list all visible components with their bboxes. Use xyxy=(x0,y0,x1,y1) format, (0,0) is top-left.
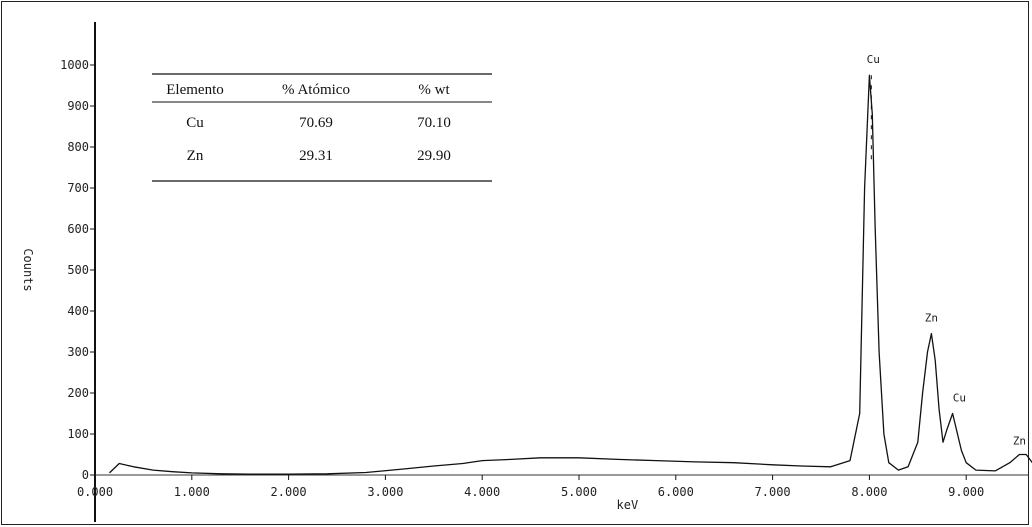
y-tick-label: 900 xyxy=(67,99,89,113)
y-tick-label: 700 xyxy=(67,181,89,195)
y-tick-label: 400 xyxy=(67,304,89,318)
table-cell: 70.10 xyxy=(417,115,451,131)
inset-table: Elemento % Atómico % wt Cu 70.69 70.10 Zn 29.31… xyxy=(152,73,492,182)
table-header: Elemento xyxy=(166,82,223,98)
peak-label: Cu xyxy=(953,391,966,404)
y-tick-label: 200 xyxy=(67,386,89,400)
x-axis-label: keV xyxy=(617,498,639,512)
peak-label: Zn xyxy=(925,311,938,324)
table-cell: 70.69 xyxy=(299,115,333,131)
x-tick-label: 3.000 xyxy=(367,485,403,499)
x-tick-label: 6.000 xyxy=(658,485,694,499)
x-tick-label: 1.000 xyxy=(174,485,210,499)
table-cell: Cu xyxy=(186,115,204,131)
labels-layer: Cu Zn Cu Zn xyxy=(867,53,1026,447)
y-axis-label: Counts xyxy=(21,248,35,291)
peak-label: Cu xyxy=(867,53,880,66)
peak-label: Zn xyxy=(1013,434,1026,447)
y-tick-label: 1000 xyxy=(60,58,89,72)
y-tick-label: 500 xyxy=(67,263,89,277)
table-header: % wt xyxy=(418,82,450,98)
table-cell: 29.31 xyxy=(299,148,333,164)
y-tick-label: 100 xyxy=(67,427,89,441)
series-layer xyxy=(109,74,1032,475)
x-tick-label: 8.000 xyxy=(851,485,887,499)
x-tick-label: 2.000 xyxy=(271,485,307,499)
y-tick-label: 800 xyxy=(67,140,89,154)
axes: 0 100 200 300 400 500 600 700 800 900 1000 0.000 1.0… xyxy=(21,22,1028,522)
x-tick-label: 0.000 xyxy=(77,485,113,499)
y-tick-label: 0 xyxy=(82,468,89,482)
table-header: % Atómico xyxy=(282,82,350,98)
x-tick-label: 7.000 xyxy=(755,485,791,499)
table-cell: Zn xyxy=(187,148,204,164)
table-cell: 29.90 xyxy=(417,148,451,164)
x-tick-label: 4.000 xyxy=(464,485,500,499)
spectrum-line xyxy=(109,74,1032,475)
x-tick-label: 5.000 xyxy=(561,485,597,499)
y-tick-label: 600 xyxy=(67,222,89,236)
x-tick-label: 9.000 xyxy=(948,485,984,499)
y-tick-label: 300 xyxy=(67,345,89,359)
